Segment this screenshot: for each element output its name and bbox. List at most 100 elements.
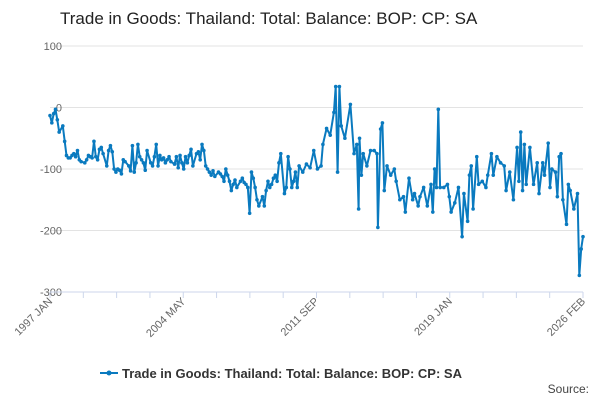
data-point [136, 142, 140, 147]
data-point [293, 170, 298, 174]
data-point [398, 197, 402, 202]
data-point [112, 167, 116, 171]
data-point [187, 153, 192, 158]
data-point [375, 151, 379, 156]
data-point [72, 151, 76, 156]
data-point [480, 179, 485, 184]
data-point [434, 185, 439, 190]
data-point [203, 164, 208, 168]
data-point [209, 173, 213, 177]
data-point [169, 159, 173, 164]
data-point [99, 145, 104, 150]
x-tick-label: 2019 JAN [412, 296, 455, 339]
data-point [447, 194, 452, 199]
data-point [233, 178, 237, 182]
data-point [297, 164, 301, 168]
data-point [83, 161, 87, 165]
data-point [531, 182, 536, 187]
data-point [575, 191, 580, 196]
data-point [244, 182, 248, 187]
data-point [205, 167, 210, 171]
data-point [467, 173, 472, 177]
data-point [407, 176, 411, 181]
data-point [57, 130, 61, 134]
data-point [130, 143, 135, 148]
data-point [321, 142, 325, 147]
data-point [504, 188, 508, 193]
data-point [354, 142, 359, 147]
data-point [260, 194, 265, 199]
data-point [561, 197, 565, 202]
data-point [431, 210, 435, 214]
data-point [48, 113, 52, 118]
data-point [401, 194, 406, 199]
data-point [315, 167, 320, 171]
data-point [339, 124, 344, 128]
data-point [75, 148, 80, 153]
data-point [55, 118, 60, 122]
data-point [403, 210, 408, 214]
data-point [189, 147, 193, 152]
data-point [134, 161, 138, 165]
data-point [227, 179, 232, 184]
data-point [181, 167, 186, 171]
y-tick-label: -300 [40, 287, 62, 299]
data-point [174, 154, 179, 159]
data-point [333, 84, 338, 89]
data-point [246, 185, 250, 190]
data-point [154, 142, 159, 147]
data-point [524, 182, 529, 187]
data-point [139, 157, 144, 162]
data-point [128, 169, 133, 173]
data-point [471, 207, 475, 211]
chart-title: Trade in Goods: Thailand: Total: Balance… [60, 9, 478, 28]
data-point [485, 173, 490, 177]
data-point [104, 164, 109, 168]
data-point [196, 149, 201, 154]
data-point [568, 188, 572, 193]
data-point [286, 154, 290, 159]
data-point [425, 204, 430, 208]
data-point [495, 154, 499, 159]
data-point [143, 168, 148, 173]
x-tick-label: 1997 JAN [12, 296, 55, 339]
data-point [392, 167, 397, 171]
data-point [141, 161, 146, 165]
data-point [335, 170, 340, 174]
data-point [224, 167, 228, 171]
data-point [356, 207, 361, 211]
data-point [191, 164, 195, 168]
legend[interactable]: Trade in Goods: Thailand: Total: Balance… [100, 366, 463, 381]
data-point [385, 164, 389, 168]
data-point [257, 204, 261, 208]
data-point [484, 185, 488, 190]
data-point [522, 142, 527, 147]
data-point [95, 157, 100, 162]
data-point [378, 127, 383, 131]
data-point [200, 142, 204, 147]
data-point [564, 222, 569, 227]
data-point [273, 173, 278, 177]
data-point [53, 107, 58, 112]
data-point [247, 211, 252, 216]
data-point [249, 170, 254, 174]
data-point [324, 126, 329, 131]
data-point [213, 174, 217, 179]
data-point [337, 84, 342, 89]
data-point [289, 185, 294, 190]
data-point [251, 176, 256, 181]
data-point [148, 161, 153, 165]
data-point [119, 172, 124, 176]
data-point [132, 170, 137, 174]
data-point [225, 173, 230, 177]
data-point [382, 188, 387, 193]
data-point [328, 133, 333, 137]
data-point [507, 170, 512, 174]
data-point [176, 165, 181, 170]
data-point [161, 156, 166, 160]
data-point [114, 170, 118, 174]
data-point [476, 182, 481, 187]
data-point [61, 124, 65, 128]
data-point [101, 151, 105, 156]
data-point [51, 111, 56, 116]
